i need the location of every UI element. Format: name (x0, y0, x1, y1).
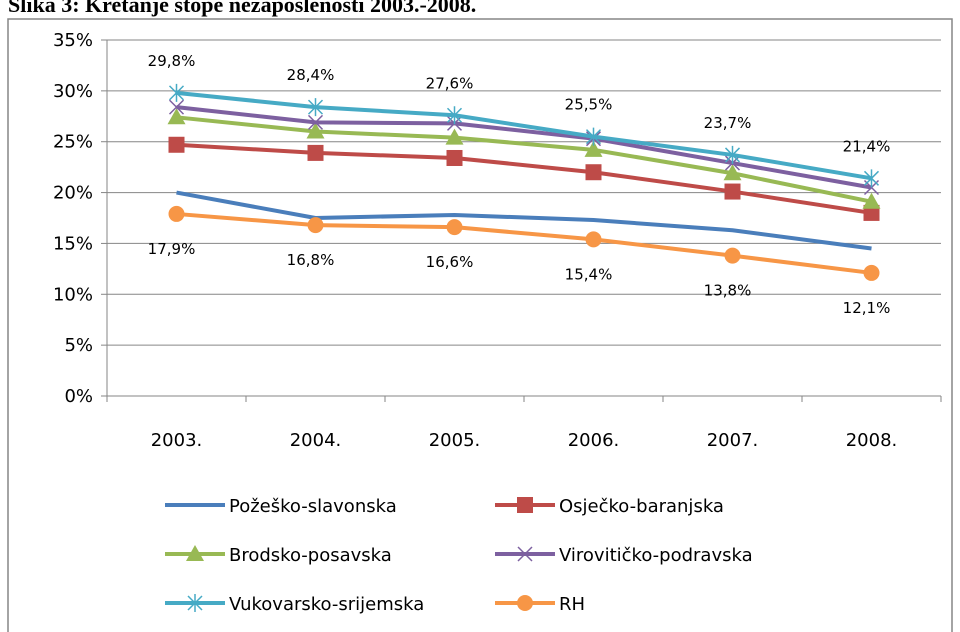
marker (446, 219, 463, 236)
data-label: 28,4% (287, 66, 335, 84)
y-tick-label: 15% (53, 233, 93, 254)
series-line (176, 190, 872, 251)
legend-label: Virovitičko-podravska (559, 545, 753, 566)
data-label: 29,8% (148, 52, 196, 70)
y-tick-label: 30% (53, 81, 93, 102)
y-tick-label: 10% (53, 284, 93, 305)
marker (724, 145, 741, 164)
marker (307, 114, 324, 130)
y-tick-label: 20% (53, 183, 93, 204)
y-tick-label: 0% (64, 386, 93, 407)
marker (167, 108, 186, 125)
chart-frame (7, 18, 953, 632)
marker (168, 136, 185, 153)
x-tick-label: 2003. (151, 430, 203, 451)
marker (517, 546, 533, 562)
marker (446, 149, 463, 166)
data-label: 13,8% (704, 282, 752, 300)
marker (585, 231, 602, 248)
marker (863, 204, 880, 221)
marker (186, 545, 204, 561)
marker (862, 192, 881, 209)
series-line (176, 142, 872, 215)
y-tick-label: 5% (64, 335, 93, 356)
legend-label: Požeško-slavonska (229, 496, 397, 517)
data-label: 25,5% (565, 96, 613, 114)
marker (307, 144, 324, 161)
data-label: 15,4% (565, 265, 613, 283)
legend-label: RH (559, 594, 585, 615)
marker (307, 98, 324, 117)
marker (863, 264, 880, 281)
marker (724, 183, 741, 200)
data-label: 23,7% (704, 114, 752, 132)
marker (584, 140, 603, 157)
marker (307, 217, 324, 234)
marker (168, 99, 185, 115)
data-label: 16,6% (426, 253, 474, 271)
legend-label: Osječko-baranjska (559, 496, 724, 517)
x-tick-label: 2006. (568, 430, 620, 451)
x-tick-label: 2004. (290, 430, 342, 451)
series-line (176, 211, 872, 275)
marker (585, 127, 602, 146)
series-line (176, 105, 872, 190)
marker (445, 128, 464, 145)
marker (446, 106, 463, 125)
marker (585, 164, 602, 181)
y-tick-label: 35% (53, 30, 93, 51)
marker (724, 247, 741, 264)
marker (306, 122, 325, 139)
marker (168, 205, 185, 222)
marker (517, 497, 533, 513)
marker (863, 169, 880, 188)
x-tick-label: 2007. (707, 430, 759, 451)
legend-label: Vukovarsko-srijemska (229, 594, 424, 615)
marker (517, 595, 533, 611)
marker (187, 594, 203, 612)
marker (723, 164, 742, 181)
data-label: 16,8% (287, 251, 335, 269)
data-label: 12,1% (843, 299, 891, 317)
data-label: 21,4% (843, 137, 891, 155)
marker (168, 83, 185, 102)
x-tick-label: 2008. (846, 430, 898, 451)
y-tick-label: 25% (53, 132, 93, 153)
data-label: 17,9% (148, 240, 196, 258)
x-tick-label: 2005. (429, 430, 481, 451)
data-label: 27,6% (426, 74, 474, 92)
chart-title: Slika 3: Kretanje stope nezaposlenosti 2… (8, 0, 476, 17)
legend-label: Brodsko-posavska (229, 545, 392, 566)
series-line (176, 115, 872, 204)
series-line (176, 90, 872, 181)
